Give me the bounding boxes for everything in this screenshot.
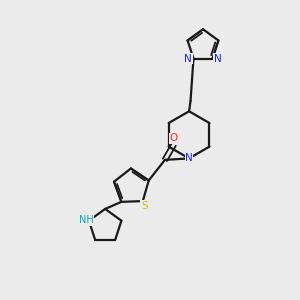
Text: NH: NH [79, 215, 93, 225]
Text: N: N [185, 153, 193, 164]
Text: N: N [184, 54, 192, 64]
Text: S: S [141, 200, 148, 211]
Text: O: O [169, 133, 178, 143]
Text: N: N [214, 54, 222, 64]
